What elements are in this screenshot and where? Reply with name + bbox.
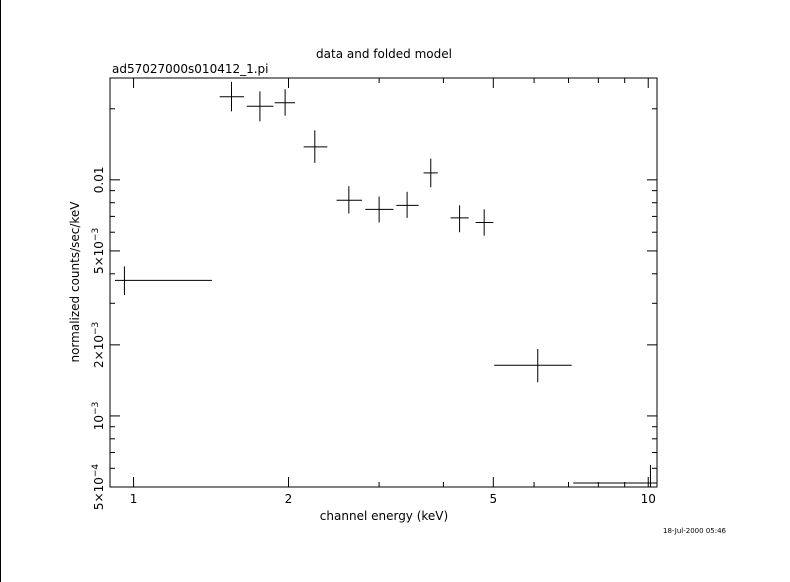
data-point <box>303 130 328 163</box>
data-point <box>365 196 394 223</box>
data-point <box>114 266 212 296</box>
data-point <box>336 186 363 214</box>
chart-title: data and folded model <box>316 47 452 61</box>
data-point <box>494 349 572 383</box>
data-point <box>219 81 245 112</box>
y-axis-label: normalized counts/sec/keV <box>68 201 82 363</box>
y-tick-label: 5×10−3 <box>91 228 106 274</box>
y-tick-label: 5×10−4 <box>91 464 106 511</box>
data-point <box>450 205 469 233</box>
chart-subtitle: ad57027000s010412_1.pi <box>112 62 269 76</box>
x-tick-label: 10 <box>641 492 656 506</box>
x-ticks: 1 2 5 10 <box>130 78 656 506</box>
data-point <box>246 91 274 122</box>
x-tick-label: 2 <box>285 492 293 506</box>
data-point <box>423 158 438 188</box>
data-point <box>475 209 494 236</box>
data-point <box>573 464 657 487</box>
y-ticks: 0.01 5×10−3 2×10−3 10−3 5×10−4 <box>91 108 657 511</box>
x-tick-label: 1 <box>130 492 138 506</box>
y-tick-label: 0.01 <box>92 166 106 193</box>
y-tick-label: 2×10−3 <box>91 322 106 368</box>
data-point <box>396 191 419 218</box>
plot-frame <box>109 77 658 488</box>
y-tick-label: 10−3 <box>91 402 106 431</box>
timestamp: 18-Jul-2000 05:46 <box>663 527 727 535</box>
data-points <box>114 81 657 487</box>
x-axis-label: channel energy (keV) <box>320 509 448 523</box>
x-tick-label: 5 <box>489 492 497 506</box>
data-point <box>274 89 296 116</box>
left-window-edge <box>0 0 1 582</box>
